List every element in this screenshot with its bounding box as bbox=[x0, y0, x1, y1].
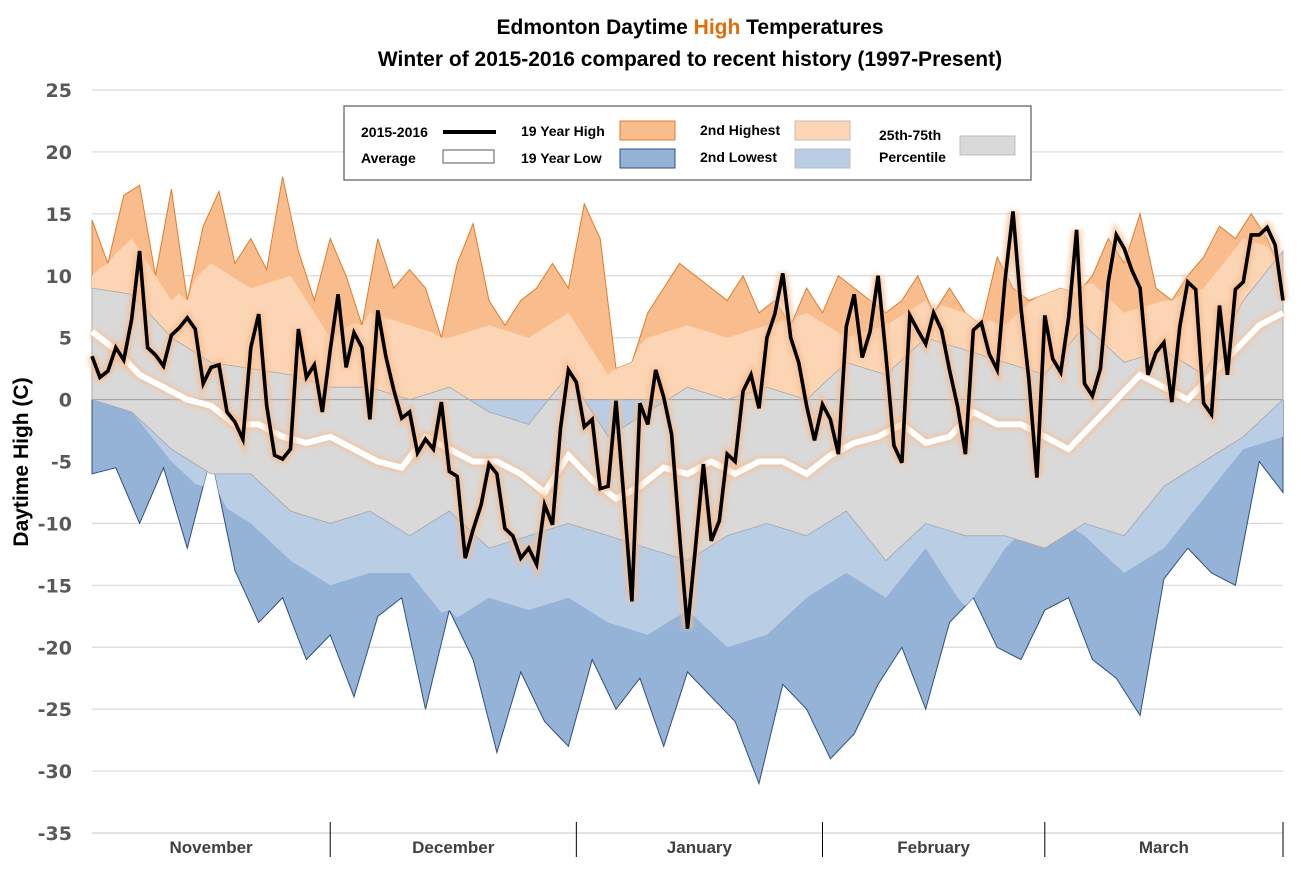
y-tick-label: -5 bbox=[51, 452, 72, 474]
legend-swatch-percentile bbox=[959, 135, 1016, 156]
y-tick-label: -25 bbox=[38, 699, 72, 721]
band-areas bbox=[91, 176, 1284, 786]
legend-label-percentile-line1: 25th-75th bbox=[879, 127, 941, 143]
chart-subtitle: Winter of 2015-2016 compared to recent h… bbox=[378, 48, 1002, 71]
y-axis-label: Daytime High (C) bbox=[10, 377, 33, 546]
legend-label-second-low: 2nd Lowest bbox=[700, 149, 777, 165]
title-highlight: High bbox=[694, 16, 741, 39]
legend-label-record-low: 19 Year Low bbox=[521, 150, 602, 166]
legend-swatch-second-low bbox=[794, 148, 851, 169]
month-label-november: November bbox=[170, 838, 254, 857]
month-label-february: February bbox=[897, 838, 970, 857]
legend-label-average: Average bbox=[361, 150, 416, 166]
y-tick-label: 10 bbox=[46, 266, 72, 288]
legend-label-second-high: 2nd Highest bbox=[700, 122, 780, 138]
y-axis-ticks: 25 20 15 10 5 0 -5 -10 -15 -20 -25 -30 -35 bbox=[38, 80, 72, 845]
y-tick-label: -35 bbox=[38, 823, 72, 845]
legend-label-percentile: 25th-75th Percentile bbox=[879, 127, 946, 165]
title-part-2: Temperatures bbox=[740, 16, 883, 39]
y-tick-label: 15 bbox=[46, 204, 72, 226]
legend-label-record-high: 19 Year High bbox=[521, 123, 605, 139]
y-tick-label: -10 bbox=[38, 513, 72, 535]
legend-swatch-average bbox=[442, 149, 495, 164]
y-tick-label: 20 bbox=[46, 142, 72, 164]
y-tick-label: -30 bbox=[38, 761, 72, 783]
legend-label-percentile-line2: Percentile bbox=[879, 149, 946, 165]
y-tick-label: 5 bbox=[59, 328, 72, 350]
chart-title: Edmonton Daytime High Temperatures bbox=[496, 16, 883, 39]
y-tick-label: -20 bbox=[38, 637, 72, 659]
y-tick-label: 0 bbox=[59, 390, 72, 412]
current-season-line bbox=[90, 211, 1285, 629]
y-tick-label: -15 bbox=[38, 575, 72, 597]
legend: 2015-2016 Average 19 Year High 19 Year L… bbox=[343, 105, 1032, 181]
legend-box bbox=[343, 105, 1032, 181]
legend-swatch-record-high bbox=[619, 120, 676, 141]
month-label-march: March bbox=[1139, 838, 1189, 857]
month-label-january: January bbox=[667, 838, 733, 857]
x-axis: November December January February March bbox=[92, 822, 1284, 857]
legend-swatch-record-low bbox=[619, 148, 676, 169]
y-tick-label: 25 bbox=[46, 80, 72, 102]
legend-swatch-second-high bbox=[794, 120, 851, 141]
month-label-december: December bbox=[412, 838, 495, 857]
title-part-1: Edmonton Daytime bbox=[496, 16, 693, 39]
series-lines bbox=[87, 210, 1288, 630]
legend-label-current: 2015-2016 bbox=[361, 124, 428, 140]
